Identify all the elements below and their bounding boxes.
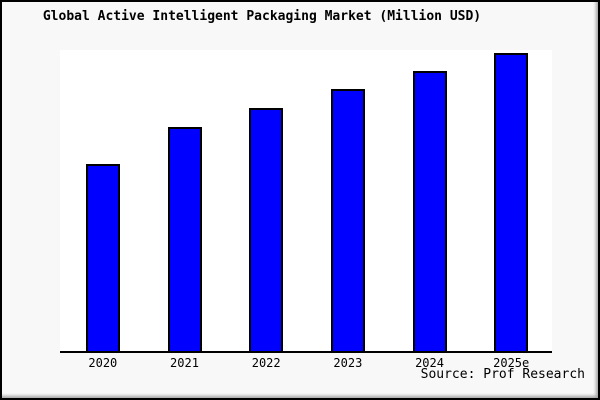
source-credit: Source: Prof Research	[420, 367, 585, 382]
bar-slot	[144, 52, 226, 351]
x-tick-label-2020: 2020	[88, 356, 118, 370]
x-tick-label-2023: 2023	[333, 356, 363, 370]
chart-title: Global Active Intelligent Packaging Mark…	[42, 9, 482, 24]
x-axis-tick-labels: 2020 2021 2022 2023 2024 2025e	[62, 356, 552, 370]
bar-2022	[249, 107, 284, 351]
x-tick-label-2024: 2024	[415, 356, 444, 370]
bar-slot	[470, 52, 552, 351]
x-axis-line	[60, 351, 552, 353]
bars-container	[62, 52, 552, 351]
bar-2021	[167, 127, 202, 351]
bar-2025e	[494, 52, 529, 351]
bar-2023	[330, 89, 365, 351]
bar-slot	[307, 52, 389, 351]
plot-area	[60, 50, 552, 351]
x-tick-label-2025e: 2025e	[493, 356, 530, 370]
bar-slot	[225, 52, 307, 351]
bar-slot	[62, 52, 144, 351]
x-tick-label-2021: 2021	[170, 356, 199, 370]
bar-slot	[389, 52, 471, 351]
bar-2020	[85, 164, 120, 351]
bar-2024	[412, 71, 447, 351]
x-tick-label-2022: 2022	[251, 356, 281, 370]
